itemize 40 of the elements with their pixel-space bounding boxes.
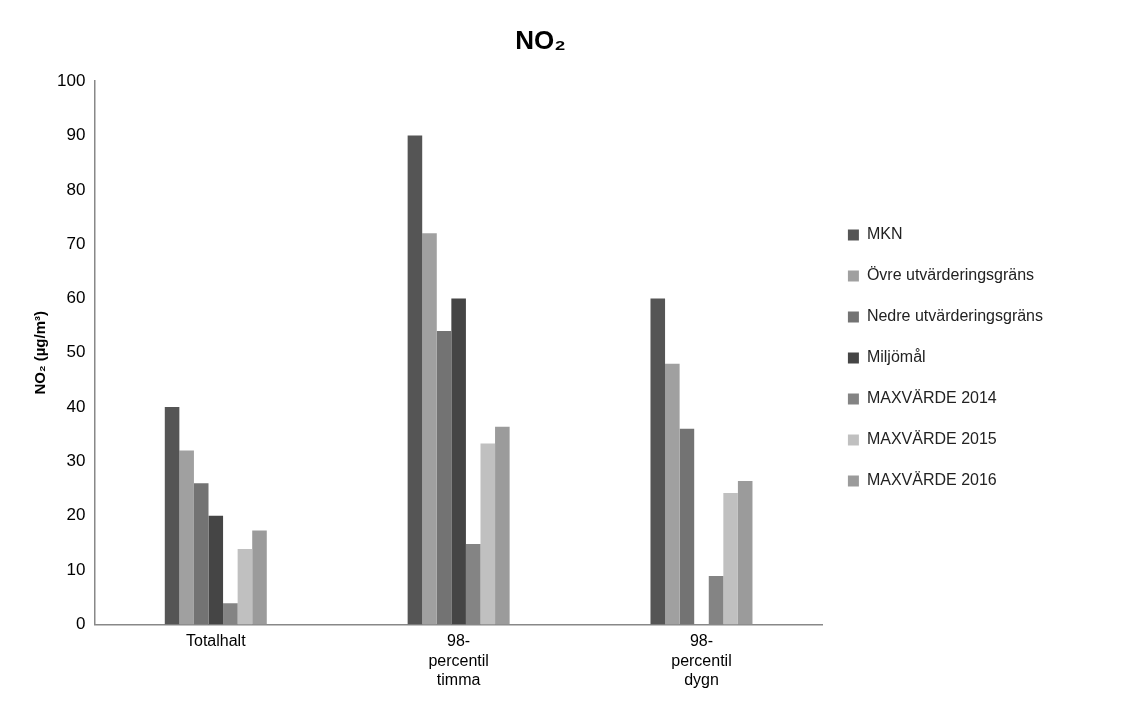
x-tick-label: 98-percentil dygn (671, 632, 732, 688)
bar (237, 548, 253, 625)
bar (737, 481, 753, 625)
y-tick-label: 100 (56, 70, 86, 90)
x-tick-label: Totalhalt (185, 632, 247, 650)
legend-label: MKN (866, 225, 903, 243)
y-tick-label: 10 (66, 559, 86, 579)
legend-label: MAXVÄRDE 2016 (866, 471, 997, 489)
bar (665, 363, 680, 625)
bar (495, 426, 510, 625)
bar (164, 407, 180, 625)
chart-title: NO₂ (515, 24, 566, 55)
y-axis-title: NO₂ (µg/m³) (31, 310, 49, 395)
legend-label: MAXVÄRDE 2014 (866, 389, 997, 407)
bar (208, 515, 224, 625)
legend-label: MAXVÄRDE 2015 (866, 430, 997, 448)
y-tick-label: 20 (66, 505, 86, 525)
y-tick-label: 70 (66, 233, 86, 253)
y-tick-label: 30 (66, 451, 86, 471)
bar (451, 298, 466, 625)
x-tick-label: 98-percentil timma (428, 632, 489, 688)
bar (650, 298, 666, 625)
bar (193, 483, 209, 625)
legend-label: Miljömål (866, 348, 926, 366)
bar (407, 135, 423, 625)
y-tick-label: 60 (66, 288, 86, 308)
bar (436, 331, 452, 625)
bar (723, 492, 738, 625)
y-tick-label: 90 (66, 125, 86, 145)
y-tick-label: 80 (66, 179, 86, 199)
legend-label: Övre utvärderingsgräns (866, 266, 1035, 284)
bar (179, 450, 194, 625)
bar (679, 428, 695, 625)
bar (422, 233, 437, 625)
y-tick-label: 50 (66, 342, 86, 362)
bar (480, 443, 496, 625)
y-tick-label: 40 (66, 396, 86, 416)
y-tick-label: 0 (75, 614, 86, 634)
legend-label: Nedre utvärderingsgräns (866, 307, 1043, 325)
bar (252, 530, 267, 625)
